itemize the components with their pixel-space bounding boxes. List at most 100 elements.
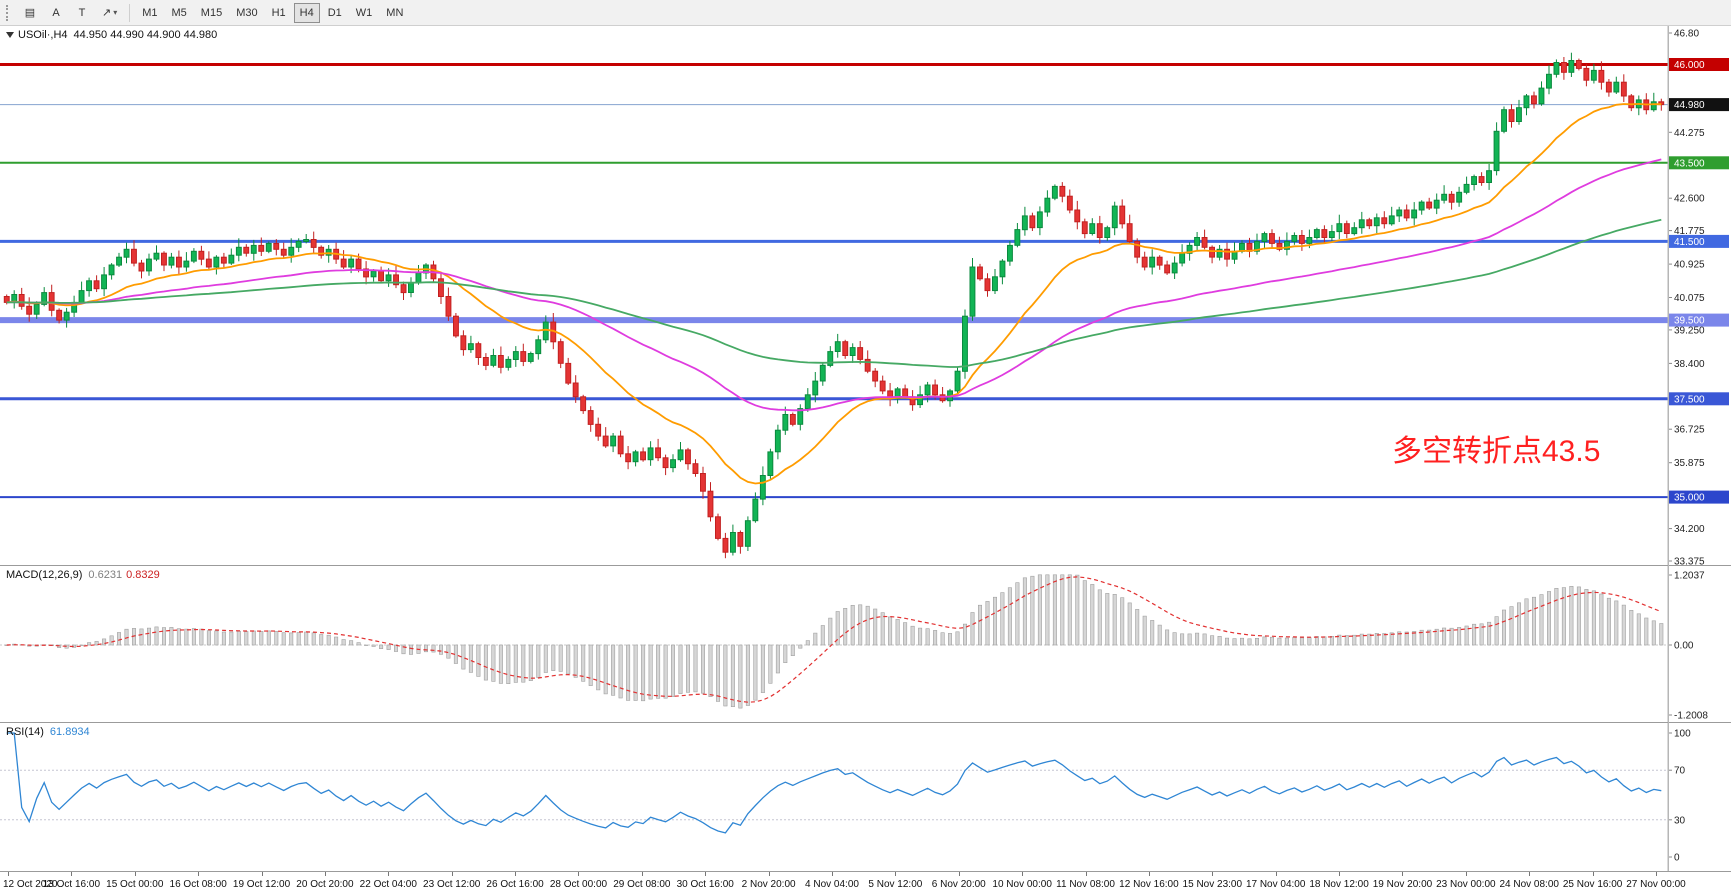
svg-text:40.925: 40.925 [1674, 260, 1705, 271]
time-axis-tick [1656, 872, 1657, 876]
time-axis-label: 23 Oct 12:00 [423, 879, 481, 890]
time-axis-tick [1339, 872, 1341, 876]
svg-text:30: 30 [1674, 815, 1686, 826]
time-axis-tick [768, 872, 770, 876]
time-axis-tick [324, 872, 326, 876]
time-axis-label: 29 Oct 08:00 [613, 879, 671, 890]
chart-grid-icon[interactable]: ▤ [18, 3, 42, 23]
main-chart-canvas[interactable]: 46.80 44.275 42.600 41.775 40.925 40.075 39.25… [0, 26, 1731, 565]
cursor-a-icon[interactable]: A [44, 3, 68, 23]
time-axis-tick [451, 872, 453, 876]
rsi-indicator-canvas[interactable]: 100 70 30 0 [0, 723, 1731, 871]
time-axis-label: 5 Nov 12:00 [868, 879, 923, 890]
toolbar-separator [129, 3, 131, 22]
svg-text:41.775: 41.775 [1674, 226, 1705, 237]
timeframe-button-m30[interactable]: M30 [230, 3, 263, 23]
svg-text:-1.2008: -1.2008 [1674, 711, 1708, 722]
time-axis-label: 15 Nov 23:00 [1182, 879, 1243, 890]
toolbar-drag-handle[interactable] [6, 4, 12, 21]
svg-text:37.500: 37.500 [1674, 394, 1705, 405]
time-axis-tick [1592, 872, 1594, 876]
rsi-levels [0, 769, 1668, 821]
time-axis-label: 12 Nov 16:00 [1119, 879, 1179, 890]
timeframe-button-m1[interactable]: M1 [136, 3, 163, 23]
time-axis-tick [134, 872, 136, 876]
svg-text:100: 100 [1674, 729, 1691, 740]
rsi-value: 61.8934 [49, 726, 90, 738]
chart-header: USOil·,H4 44.950 44.990 44.900 44.980 [6, 29, 217, 41]
time-axis-tick [198, 872, 200, 876]
time-axis-label: 17 Nov 04:00 [1245, 879, 1306, 890]
time-axis-tick [1275, 872, 1277, 876]
svg-text:0: 0 [1674, 853, 1680, 864]
main-toolbar: ▤ A T ↗ ▾ M1 M5 M15 M30 H1 H4 D1 W1 MN [0, 0, 1731, 26]
text-tool-icon[interactable]: T [70, 3, 94, 23]
ohlc-values: 44.950 44.990 44.900 44.980 [73, 29, 218, 41]
collapse-triangle-icon[interactable] [6, 32, 14, 39]
dropdown-arrow-icon: ▾ [113, 8, 118, 17]
time-axis-tick [8, 872, 9, 876]
time-axis-tick [1402, 872, 1404, 876]
rsi-line [6, 732, 1662, 834]
time-axis-label: 6 Nov 20:00 [931, 879, 986, 890]
rsi-name: RSI(14) [6, 726, 44, 738]
macd-label: MACD(12,26,9) 0.6231 0.8329 [6, 569, 160, 581]
timeframe-button-w1[interactable]: W1 [350, 3, 379, 23]
svg-text:36.725: 36.725 [1674, 425, 1705, 436]
svg-text:41.500: 41.500 [1674, 237, 1705, 248]
svg-text:44.980: 44.980 [1674, 100, 1705, 111]
macd-name: MACD(12,26,9) [6, 569, 83, 581]
time-axis-label: 30 Oct 16:00 [676, 879, 734, 890]
svg-text:35.875: 35.875 [1674, 458, 1705, 469]
svg-text:39.500: 39.500 [1674, 316, 1705, 327]
time-axis-tick [1529, 872, 1531, 876]
time-axis-label: 16 Oct 08:00 [169, 879, 227, 890]
candles [3, 52, 1665, 559]
svg-text:46.000: 46.000 [1674, 60, 1705, 71]
rsi-label: RSI(14) 61.8934 [6, 726, 90, 738]
rsi-panel-splitter[interactable] [0, 720, 1731, 724]
time-axis-tick [1022, 872, 1024, 876]
time-axis-tick [1465, 872, 1467, 876]
time-axis-tick [388, 872, 390, 876]
horizontal-lines[interactable] [0, 63, 1668, 499]
svg-text:40.075: 40.075 [1674, 293, 1705, 304]
svg-text:35.000: 35.000 [1674, 493, 1705, 504]
time-axis-label: 22 Oct 04:00 [359, 879, 417, 890]
time-axis-label: 12 Oct 2020 [3, 879, 58, 890]
timeframe-button-group: M1 M5 M15 M30 H1 H4 D1 W1 MN [136, 2, 409, 23]
timeframe-button-m5[interactable]: M5 [166, 3, 193, 23]
timeframe-button-m15[interactable]: M15 [195, 3, 228, 23]
macd-indicator-panel: 1.2037 0.00 -1.2008 MACD(12,26,9) 0.6231 0.8… [0, 565, 1731, 722]
macd-main-value: 0.6231 [88, 569, 123, 581]
time-axis-label: 11 Nov 08:00 [1056, 879, 1115, 890]
time-axis[interactable]: 12 Oct 2020 13 Oct 16:00 15 Oct 00:00 16 Oc… [0, 871, 1731, 893]
timeframe-button-mn[interactable]: MN [380, 3, 409, 23]
timeframe-button-h1[interactable]: H1 [266, 3, 292, 23]
time-axis-label: 24 Nov 08:00 [1499, 879, 1559, 890]
toolbar-icon-group: ▤ A T ↗ ▾ [18, 3, 123, 23]
time-axis-label: 19 Oct 12:00 [232, 879, 291, 890]
macd-signal-value: 0.8329 [126, 569, 160, 581]
macd-indicator-canvas[interactable]: 1.2037 0.00 -1.2008 [0, 566, 1731, 722]
timeframe-button-h4[interactable]: H4 [293, 2, 320, 23]
time-axis-label: 26 Oct 16:00 [486, 879, 544, 890]
svg-text:0.00: 0.00 [1674, 641, 1694, 652]
time-axis-tick [578, 872, 580, 876]
svg-text:43.500: 43.500 [1674, 158, 1705, 169]
time-axis-label: 15 Oct 00:00 [106, 879, 164, 890]
time-axis-label: 2 Nov 20:00 [741, 879, 796, 890]
symbol-period-label: USOil·,H4 [18, 29, 68, 41]
macd-signal-line [6, 576, 1662, 703]
svg-text:42.600: 42.600 [1674, 194, 1705, 205]
time-axis-label: 28 Oct 00:00 [549, 879, 608, 890]
line-studies-icon[interactable]: ↗ ▾ [96, 3, 123, 23]
timeframe-button-d1[interactable]: D1 [322, 3, 348, 23]
svg-text:38.400: 38.400 [1674, 359, 1705, 370]
time-axis-label: 18 Nov 12:00 [1309, 879, 1369, 890]
time-axis-label: 25 Nov 16:00 [1562, 879, 1623, 890]
macd-panel-splitter[interactable] [0, 563, 1731, 567]
price-axis[interactable]: 46.80 44.275 42.600 41.775 40.925 40.075 39.25… [1668, 29, 1729, 566]
price-axis-separator [1668, 26, 1669, 871]
main-chart-panel: 46.80 44.275 42.600 41.775 40.925 40.075 39.25… [0, 26, 1731, 565]
